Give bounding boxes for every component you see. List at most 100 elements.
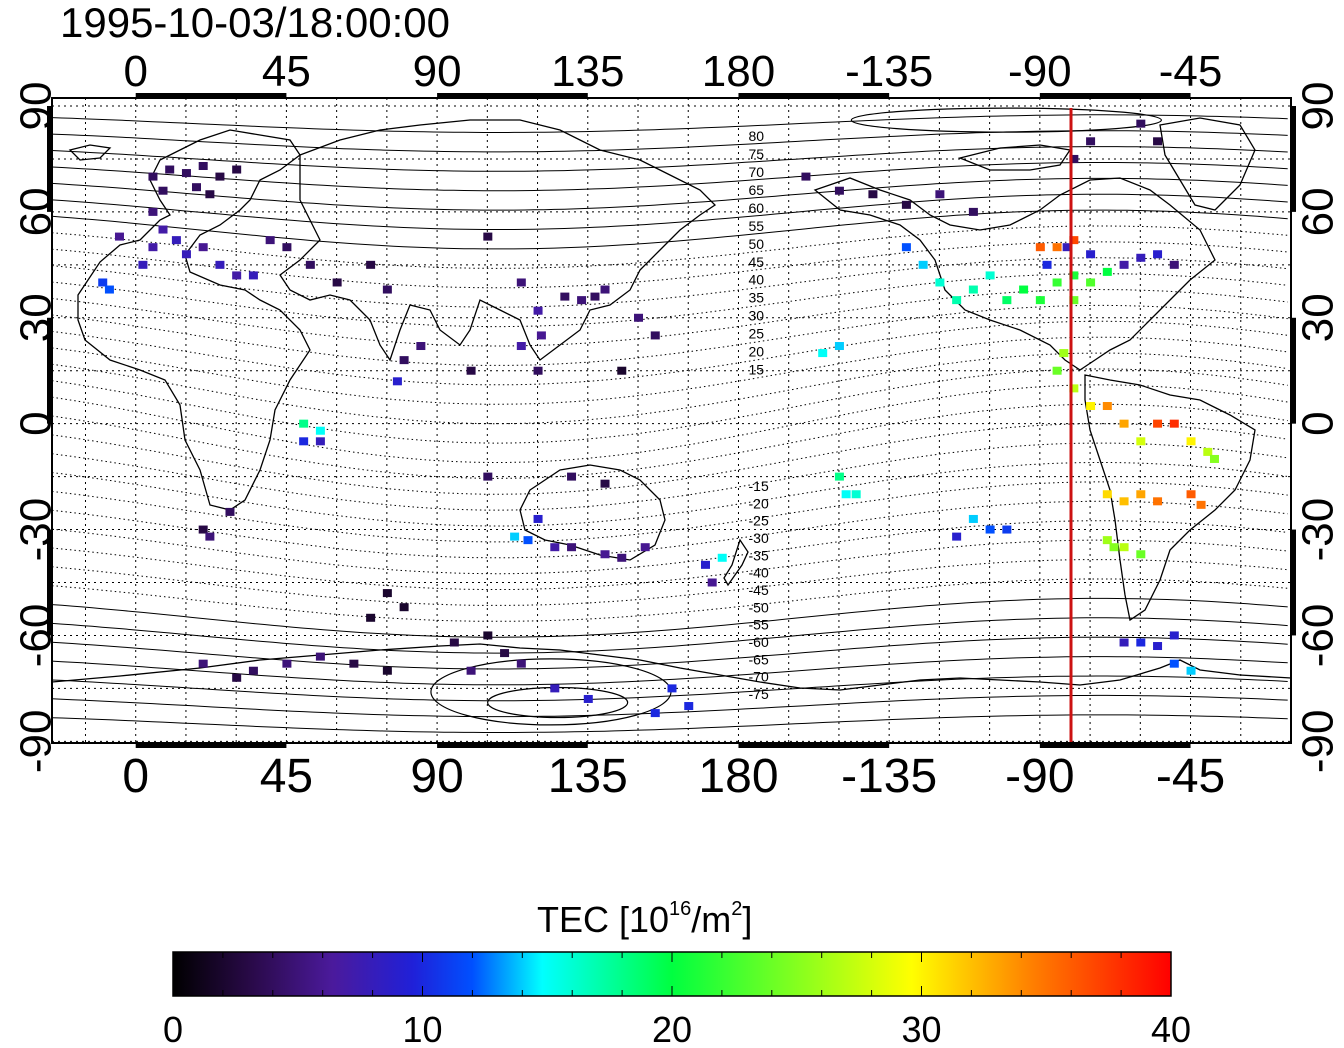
tec-point — [600, 479, 610, 488]
tec-point — [198, 243, 208, 252]
tec-point — [834, 186, 844, 195]
tec-point — [483, 631, 493, 640]
tec-point — [1086, 250, 1096, 259]
frame-edge-bars — [47, 93, 1296, 748]
left-lat-label: -30 — [12, 498, 61, 562]
tec-point — [523, 536, 533, 545]
contour-label: -55 — [749, 617, 769, 633]
tec-point — [1086, 402, 1096, 411]
contour-label: -25 — [749, 513, 769, 529]
contour-label: 80 — [749, 128, 765, 144]
tec-point — [1042, 260, 1052, 269]
magnetic-contour — [52, 241, 1288, 289]
top-longitude-labels: 0 45 90 135 180 -135 -90 -45 — [123, 47, 1222, 96]
tec-point — [265, 236, 275, 245]
tec-point — [1069, 296, 1079, 305]
tec-point — [104, 285, 114, 294]
magnetic-contour — [52, 193, 1288, 230]
right-lat-label: -30 — [1294, 498, 1343, 562]
tec-point — [634, 313, 644, 322]
tec-point — [382, 666, 392, 675]
right-lat-label: 60 — [1294, 187, 1343, 236]
tec-point — [1102, 536, 1112, 545]
contour-label: -15 — [749, 478, 769, 494]
bottom-lon-label: -45 — [1156, 750, 1225, 803]
magnetic-contour — [52, 714, 1288, 733]
tec-point — [717, 553, 727, 562]
magnetic-contour — [52, 656, 1288, 686]
tec-point — [536, 331, 546, 340]
tec-point — [510, 532, 520, 541]
contour-label: -45 — [749, 582, 769, 598]
magnetic-contour — [52, 694, 1288, 718]
tec-point — [232, 165, 242, 174]
tec-point — [968, 207, 978, 216]
tec-point — [1019, 285, 1029, 294]
tec-point — [1102, 402, 1112, 411]
tec-point — [165, 165, 175, 174]
contour-label: 35 — [749, 290, 765, 306]
tec-point — [1136, 253, 1146, 262]
left-latitude-labels: 90 60 30 0 -30 -60 -90 — [12, 82, 61, 774]
tec-point — [834, 472, 844, 481]
tec-point — [138, 260, 148, 269]
tec-point — [841, 490, 851, 499]
tec-point — [567, 543, 577, 552]
tec-point — [315, 426, 325, 435]
tec-point — [590, 292, 600, 301]
tec-point — [158, 225, 168, 234]
tec-point — [1196, 500, 1206, 509]
magnetic-contour — [52, 146, 1288, 172]
tec-point — [1069, 271, 1079, 280]
left-lat-label: 90 — [12, 82, 61, 131]
tec-point — [215, 172, 225, 181]
tec-point — [1136, 550, 1146, 559]
tec-point — [968, 285, 978, 294]
tec-point — [516, 342, 526, 351]
top-edge-bar — [738, 93, 890, 99]
tec-point — [516, 278, 526, 287]
tec-point — [399, 603, 409, 612]
tec-point — [392, 377, 402, 386]
left-lat-label: 30 — [12, 293, 61, 342]
contour-label: 20 — [749, 344, 765, 360]
magnetic-contour — [52, 225, 1288, 269]
tec-point — [1186, 666, 1196, 675]
tec-point — [1186, 490, 1196, 499]
bottom-edge-bar — [135, 742, 287, 748]
tec-point — [1119, 497, 1129, 506]
tec-point — [868, 190, 878, 199]
contour-label: 70 — [749, 164, 765, 180]
tec-point — [232, 673, 242, 682]
tec-point — [181, 169, 191, 178]
colorbar-tick-label: 30 — [901, 1009, 941, 1048]
top-edge-bar — [135, 93, 287, 99]
tec-point — [1153, 642, 1163, 651]
tec-point — [399, 356, 409, 365]
left-lat-label: -90 — [12, 710, 61, 774]
top-lon-label: 45 — [262, 47, 311, 96]
tec-point — [148, 243, 158, 252]
tec-point — [382, 589, 392, 598]
contour-label: -50 — [749, 599, 769, 615]
bottom-lon-label: 90 — [410, 750, 463, 803]
magnetic-contour — [52, 288, 1288, 347]
tec-point — [1169, 260, 1179, 269]
tec-point — [1069, 154, 1079, 163]
tec-point — [801, 172, 811, 181]
right-edge-bar — [1290, 529, 1296, 636]
contour-label: -30 — [749, 530, 769, 546]
tec-point — [600, 285, 610, 294]
colorbar-ticks: 0 10 20 30 40 — [163, 952, 1191, 1048]
tec-point — [901, 243, 911, 252]
tec-point — [516, 659, 526, 668]
magnetic-contour — [52, 114, 1288, 133]
tec-point — [617, 366, 627, 375]
tec-point — [533, 306, 543, 315]
tec-point — [282, 659, 292, 668]
contour-label: 60 — [749, 200, 765, 216]
bottom-lon-label: 180 — [698, 750, 778, 803]
magnetic-contour — [52, 177, 1288, 211]
tec-point — [349, 659, 359, 668]
tec-point — [215, 260, 225, 269]
